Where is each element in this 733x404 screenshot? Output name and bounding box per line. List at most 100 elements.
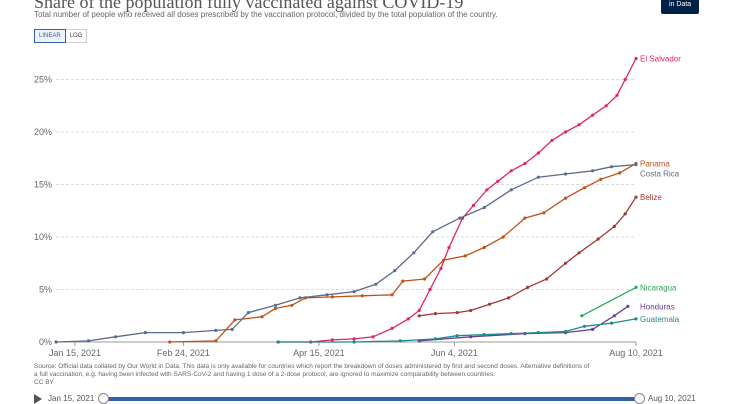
x-tick-label: Feb 24, 2021	[157, 348, 210, 358]
data-point	[233, 318, 237, 322]
data-point	[591, 169, 595, 173]
series-line	[55, 163, 637, 343]
data-point	[599, 177, 603, 181]
series-panama	[168, 161, 638, 344]
data-point	[86, 339, 91, 343]
data-point	[433, 312, 437, 316]
series-nicaragua	[580, 285, 638, 318]
data-point	[488, 302, 492, 306]
data-point	[501, 235, 505, 239]
data-point	[439, 266, 443, 271]
data-point	[582, 324, 587, 328]
y-tick-label: 15%	[34, 180, 52, 190]
data-point	[298, 296, 302, 300]
series-line	[278, 318, 637, 343]
series-line	[419, 196, 637, 317]
data-point	[596, 237, 600, 241]
series-label: Panama	[640, 160, 670, 169]
chart-subtitle: Total number of people who received all …	[34, 10, 498, 19]
x-tick-label: Apr 15, 2021	[293, 348, 345, 358]
line-chart: 0% 5% 10% 15% 20% 25% Jan 15, 2021 Feb 24, 2021…	[34, 55, 681, 359]
data-point	[433, 337, 437, 341]
data-point	[447, 245, 451, 250]
data-point	[509, 169, 513, 173]
logo-text: in Data	[669, 1, 692, 8]
data-point	[507, 296, 511, 300]
data-point	[482, 245, 486, 250]
data-point	[230, 327, 234, 331]
data-point	[469, 335, 473, 339]
data-point	[623, 77, 627, 82]
data-point	[550, 138, 554, 142]
data-point	[563, 130, 568, 134]
y-tick-label: 25%	[34, 75, 52, 85]
data-point	[509, 332, 513, 336]
y-tick-label: 0%	[39, 337, 52, 347]
data-point	[442, 258, 446, 262]
data-point	[563, 172, 568, 176]
series-costa-rica	[54, 163, 638, 344]
data-point	[591, 327, 595, 331]
data-point	[526, 285, 530, 289]
data-point	[469, 308, 473, 313]
y-tick-label: 20%	[34, 127, 52, 137]
data-point	[471, 203, 475, 208]
series-label: Guatemala	[640, 315, 680, 324]
data-point	[423, 277, 427, 281]
series-el-salvador	[276, 56, 638, 344]
data-point	[509, 188, 513, 192]
data-point	[536, 151, 541, 155]
data-point	[615, 93, 619, 97]
data-point	[482, 206, 486, 210]
data-point	[563, 329, 568, 334]
data-point	[523, 161, 527, 166]
play-icon[interactable]	[34, 394, 42, 404]
series-label: Honduras	[640, 302, 675, 311]
data-point	[545, 277, 549, 281]
series-line	[581, 286, 637, 317]
data-point	[390, 293, 394, 297]
data-point	[536, 331, 541, 335]
timeline-track[interactable]	[102, 397, 638, 401]
data-point	[276, 340, 280, 344]
series-line	[419, 305, 629, 342]
timeline-start-handle[interactable]	[98, 393, 109, 404]
data-point	[582, 186, 587, 190]
data-point	[536, 175, 541, 179]
data-point	[542, 211, 546, 215]
owid-logo[interactable]: in Data	[661, 0, 699, 14]
scale-toggle: LINEAR LOG	[34, 29, 88, 43]
data-point	[458, 216, 462, 220]
data-point	[577, 251, 581, 255]
sources-note: Source: Official data collated by Our Wo…	[34, 363, 594, 386]
data-point	[634, 285, 638, 289]
data-point	[406, 317, 410, 321]
data-point	[431, 230, 435, 234]
data-point	[325, 293, 329, 297]
data-point	[143, 331, 147, 335]
data-point	[610, 165, 614, 169]
data-point	[412, 251, 416, 255]
data-point	[393, 269, 397, 273]
series-belize	[417, 195, 638, 318]
data-point	[390, 326, 394, 330]
log-scale-button[interactable]: LOG	[65, 29, 88, 43]
series-line	[278, 58, 637, 343]
data-point	[428, 287, 432, 292]
timeline-end-handle[interactable]	[634, 393, 645, 404]
data-point	[604, 104, 608, 108]
data-point	[563, 261, 568, 265]
chart-title: Share of the population fully vaccinated…	[34, 0, 464, 12]
data-point	[523, 216, 527, 220]
data-point	[591, 113, 595, 117]
sources-text: Source: Official data collated by Our Wo…	[34, 363, 590, 378]
data-point	[371, 335, 375, 339]
x-tick-label: Jun 4, 2021	[431, 348, 478, 358]
data-point	[168, 340, 172, 344]
data-point	[352, 340, 356, 344]
data-point	[181, 331, 185, 335]
data-point	[352, 337, 356, 341]
timeline-start-label: Jan 15, 2021	[48, 394, 95, 403]
linear-scale-button[interactable]: LINEAR	[34, 29, 66, 43]
license-text: CC BY	[34, 378, 54, 386]
